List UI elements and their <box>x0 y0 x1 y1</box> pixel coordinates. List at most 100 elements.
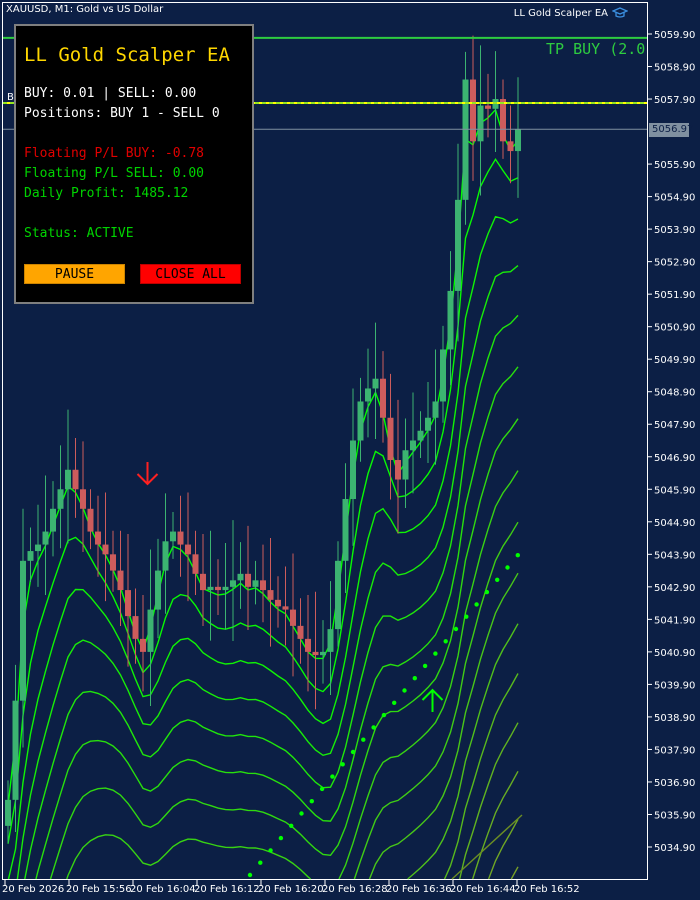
y-tick-label: 5049.90 <box>654 355 695 366</box>
bull-candle <box>402 450 409 480</box>
ea-name-text: LL Gold Scalper EA <box>513 7 608 19</box>
bear-candle <box>312 651 319 656</box>
signal-dot <box>371 725 376 730</box>
sell-arrow-icon <box>136 462 159 486</box>
bull-candle <box>57 489 64 509</box>
daily-profit: Daily Profit: 1485.12 <box>24 186 189 201</box>
signal-dot <box>495 577 500 582</box>
signal-dot <box>330 774 335 779</box>
bear-candle <box>485 105 491 109</box>
y-tick-label: 5053.90 <box>654 225 695 236</box>
bull-candle <box>372 378 379 389</box>
signal-dot <box>340 762 345 767</box>
x-tick-label: 20 Feb 16:52 <box>514 884 580 895</box>
panel-title: LL Gold Scalper EA <box>24 44 230 66</box>
bull-candle <box>515 129 521 152</box>
moving-average-band <box>7 157 519 844</box>
y-tick-label: 5046.90 <box>654 453 695 464</box>
moving-average-band <box>451 814 523 880</box>
x-tick-label: 20 Feb 16:44 <box>450 884 516 895</box>
y-tick-label: 5054.90 <box>654 193 695 204</box>
bear-candle <box>387 417 394 461</box>
bull-candle <box>155 570 161 610</box>
moving-average-band <box>407 623 519 880</box>
signal-dot <box>412 676 417 681</box>
bull-candle <box>50 508 56 532</box>
signal-dot <box>443 639 448 644</box>
signal-dot <box>289 823 294 828</box>
bear-candle <box>140 638 146 652</box>
y-tick-label: 5058.90 <box>654 63 695 74</box>
bull-candle <box>162 541 169 571</box>
bear-candle <box>132 616 139 639</box>
close-all-button[interactable]: CLOSE ALL <box>140 264 241 284</box>
floating-pl-sell: Floating P/L SELL: 0.00 <box>24 166 205 181</box>
moving-average-band <box>49 418 519 880</box>
bull-candle <box>5 799 11 826</box>
bear-candle <box>245 573 251 587</box>
y-tick-label: 5059.90 <box>654 30 695 41</box>
signal-dot <box>299 811 304 816</box>
y-tick-label: 5035.90 <box>654 810 695 821</box>
bull-candle <box>425 417 431 431</box>
bear-candle <box>290 609 296 626</box>
bear-candle <box>507 141 514 152</box>
bull-candle <box>147 609 154 652</box>
bear-candle <box>185 544 191 555</box>
signal-dot <box>309 799 314 804</box>
lot-sizes: BUY: 0.01 | SELL: 0.00 <box>24 86 197 101</box>
graduation-cap-icon <box>612 7 628 18</box>
y-tick-label: 5041.90 <box>654 615 695 626</box>
signal-dot <box>433 651 438 656</box>
moving-average-band <box>35 366 519 880</box>
bear-candle <box>500 99 506 142</box>
bull-candle <box>410 440 416 451</box>
signal-dot <box>247 872 253 878</box>
bull-candle <box>12 700 19 800</box>
signal-dot <box>258 860 263 865</box>
bull-candle <box>237 573 244 581</box>
y-tick-label: 5040.90 <box>654 648 695 659</box>
bull-candle <box>252 580 259 587</box>
hidden-line-label: B <box>7 92 14 103</box>
signal-dot <box>515 553 520 558</box>
pause-button[interactable]: PAUSE <box>24 264 125 284</box>
y-tick-label: 5052.90 <box>654 258 695 269</box>
y-tick-label: 5047.90 <box>654 420 695 431</box>
bull-candle <box>440 349 446 402</box>
bull-candle <box>222 586 229 591</box>
moving-average-band <box>7 215 519 880</box>
signal-dot <box>350 749 356 755</box>
signal-dot <box>402 688 407 693</box>
moving-average-band <box>443 673 519 880</box>
bull-candle <box>170 531 176 542</box>
bear-candle <box>200 573 206 591</box>
x-tick-label: 20 Feb 16:28 <box>322 884 388 895</box>
y-tick-label: 5039.90 <box>654 680 695 691</box>
y-tick-label: 5043.90 <box>654 550 695 561</box>
bull-candle <box>342 499 349 561</box>
buy-arrow-icon <box>421 688 444 712</box>
bear-candle <box>110 554 116 571</box>
signal-dot <box>505 565 510 570</box>
bull-candle <box>20 560 26 701</box>
bear-candle <box>297 625 304 639</box>
bear-candle <box>80 489 86 509</box>
x-tick-label: 20 Feb 16:04 <box>130 884 196 895</box>
positions-count: Positions: BUY 1 - SELL 0 <box>24 106 220 121</box>
bull-candle <box>27 551 34 561</box>
x-tick-label: 20 Feb 15:56 <box>66 884 132 895</box>
bear-candle <box>102 544 109 555</box>
bear-candle <box>95 531 101 545</box>
signal-dot <box>464 614 469 619</box>
signal-dot <box>381 712 387 718</box>
tp-buy-label: TP BUY (2.00 <box>546 40 646 58</box>
y-tick-label: 5036.90 <box>654 778 695 789</box>
signal-dot <box>361 737 366 742</box>
y-tick-label: 5044.90 <box>654 518 695 529</box>
bull-candle <box>230 580 236 587</box>
bull-candle <box>432 401 439 418</box>
moving-average-band <box>24 314 519 880</box>
bull-candle <box>327 629 334 652</box>
